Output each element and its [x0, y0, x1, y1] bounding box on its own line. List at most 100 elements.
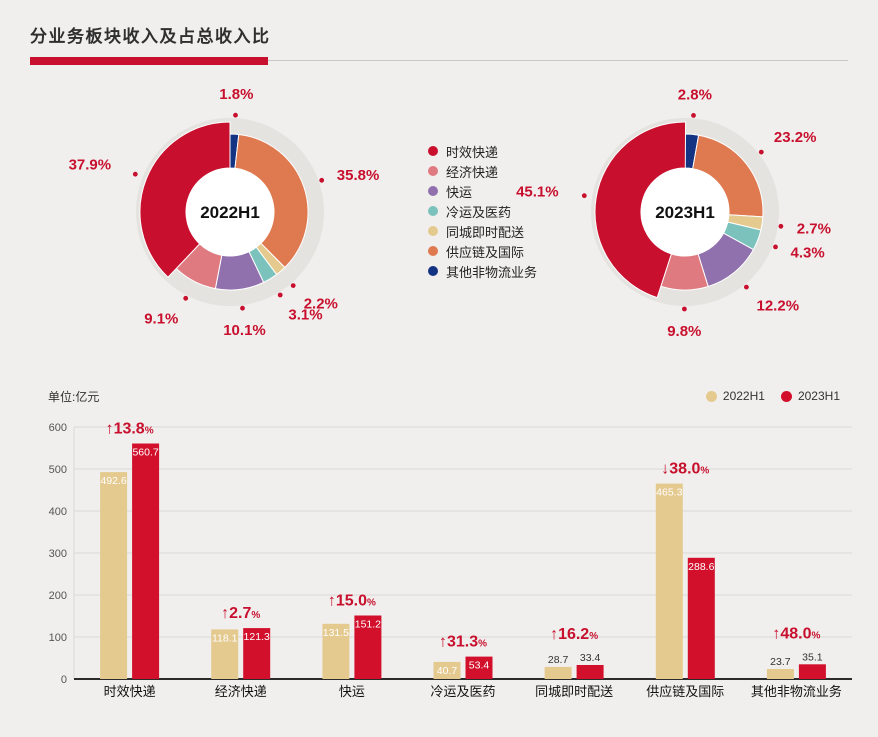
bar-value-label: 28.7	[548, 654, 569, 666]
bar-2023h1-cat-2	[354, 615, 382, 679]
category-label-5: 供应链及国际	[646, 684, 724, 699]
legend-item-0: 时效快递	[428, 141, 537, 161]
percent-label-dot	[778, 223, 784, 229]
legend-label: 其他非物流业务	[446, 264, 538, 280]
donut-percent-label: 9.1%	[144, 311, 178, 328]
growth-label-4: ↑16.2%	[550, 626, 598, 643]
legend-swatch	[428, 146, 438, 156]
growth-label-3: ↑31.3%	[439, 634, 487, 651]
donut-hole	[641, 168, 729, 256]
percent-label-dot	[319, 177, 325, 183]
bar-2023h1-cat-4	[576, 665, 604, 679]
bar-2023h1-cat-1	[243, 628, 271, 679]
category-label-1: 经济快递	[215, 684, 267, 699]
bar-value-label: 465.3	[656, 487, 682, 499]
bar-2022h1-cat-5	[655, 483, 683, 679]
donut-percent-label: 10.1%	[223, 322, 266, 339]
segment-legend: 时效快递 经济快递快运冷运及医药同城即时配送 供应链及国际 其他非物流业务	[428, 141, 537, 281]
legend-label: 时效快递	[446, 144, 499, 160]
page-header: 分业务板块收入及占总收入比	[0, 0, 878, 65]
bar-chart-legend: 2022H1 2023H1	[705, 389, 840, 403]
legend-label: 同城即时配送	[446, 224, 525, 240]
donut-percent-label: 37.9%	[69, 157, 112, 174]
bar-2022h1-cat-0	[100, 472, 128, 679]
bar-legend-swatch	[780, 390, 792, 402]
bar-legend-item-2022h1: 2022H1	[705, 389, 765, 403]
bar-value-label: 131.5	[323, 627, 349, 639]
category-label-0: 时效快递	[104, 684, 156, 699]
bar-value-label: 33.4	[580, 652, 601, 664]
bar-legend-label: 2023H1	[797, 389, 840, 403]
y-tick-label: 300	[49, 548, 67, 560]
bar-value-label: 53.4	[469, 660, 490, 672]
legend-swatch	[428, 226, 438, 236]
bar-2023h1-cat-0	[132, 443, 160, 679]
bar-2022h1-cat-4	[544, 666, 572, 679]
title-rule-line	[30, 60, 848, 61]
bar-legend-item-2023h1: 2023H1	[780, 389, 840, 403]
legend-label: 冷运及医药	[446, 204, 512, 220]
y-tick-label: 600	[49, 422, 67, 434]
bar-value-label: 23.7	[770, 656, 791, 668]
bar-value-label: 151.2	[355, 619, 381, 631]
bar-value-label: 560.7	[132, 447, 158, 459]
legend-label: 快运	[446, 184, 473, 200]
percent-label-dot	[132, 171, 138, 177]
legend-label: 供应链及国际	[446, 244, 525, 260]
donut-percent-label: 2.7%	[797, 221, 831, 238]
donut-charts-section: 2022H1 37.9% 9.1% 10.1% 3.1% 2.2% 35.8% 1.8% 时效…	[0, 65, 878, 383]
bar-value-label: 492.6	[100, 475, 126, 487]
bar-2022h1-cat-3	[433, 661, 461, 679]
legend-swatch	[428, 206, 438, 216]
bar-2023h1-cat-3	[465, 656, 493, 679]
donut-percent-label: 1.8%	[219, 86, 253, 103]
category-label-3: 冷运及医药	[430, 684, 495, 699]
category-label-2: 快运	[339, 684, 365, 699]
legend-swatch	[428, 166, 438, 176]
bar-2023h1-cat-6	[798, 664, 826, 679]
donut-percent-label: 23.2%	[774, 129, 817, 146]
donut-segment-5	[234, 133, 309, 269]
legend-item-3: 冷运及医药	[428, 201, 537, 221]
legend-swatch	[428, 186, 438, 196]
donut-chart-2023h1: 2023H1 45.1% 9.8% 12.2% 4.3% 2.7% 23.2% 2.8%	[516, 86, 831, 340]
bar-2022h1-cat-2	[322, 623, 350, 679]
legend-swatch	[428, 266, 438, 276]
donut-percent-label: 12.2%	[757, 298, 800, 315]
donut-percent-label: 45.1%	[516, 184, 559, 201]
grouped-bar-chart: 0 100 200 300 400 500 600 492.6 560.7 时效快递 ↑13.8% 1…	[49, 421, 852, 699]
donut-percent-label: 4.3%	[791, 245, 825, 262]
donut-percent-label: 35.8%	[337, 167, 380, 184]
legend-swatch	[428, 246, 438, 256]
unit-label: 单位:亿元	[48, 389, 100, 404]
bar-legend-label: 2022H1	[722, 389, 765, 403]
y-tick-label: 400	[49, 506, 67, 518]
title-accent-bar	[30, 57, 268, 65]
legend-item-1: 经济快递	[428, 161, 537, 181]
bar-2023h1-cat-5	[687, 557, 715, 679]
bar-value-label: 288.6	[688, 561, 714, 573]
percent-label-dot	[240, 305, 245, 311]
percent-label-dot	[290, 283, 296, 288]
bar-2022h1-cat-1	[211, 629, 239, 679]
bar-value-label: 35.1	[802, 651, 823, 663]
bar-chart-section: 单位:亿元 2022H1 2023H1 0 100 200 300 400 500 600 49…	[0, 387, 878, 709]
donut-chart-2022h1: 2022H1 37.9% 9.1% 10.1% 3.1%2.2% 35.8% 1.8%	[69, 86, 380, 339]
growth-label-2: ↑15.0%	[328, 593, 376, 610]
percent-label-dot	[773, 244, 778, 250]
donut-percent-label: 2.2%	[304, 296, 338, 313]
category-label-6: 其他非物流业务	[751, 684, 842, 699]
y-tick-label: 100	[49, 632, 67, 644]
percent-label-dot	[691, 113, 696, 118]
bar-chart-header: 单位:亿元 2022H1 2023H1	[0, 387, 878, 405]
growth-label-6: ↑48.0%	[772, 625, 820, 642]
bar-value-label: 40.7	[437, 665, 458, 677]
legend-item-4: 同城即时配送	[428, 221, 537, 241]
bar-2022h1-cat-6	[766, 669, 794, 679]
y-tick-label: 200	[49, 590, 67, 602]
percent-label-dot	[682, 306, 687, 312]
category-label-4: 同城即时配送	[535, 684, 613, 699]
donut-percent-label: 2.8%	[678, 86, 712, 103]
page-title: 分业务板块收入及占总收入比	[30, 27, 271, 46]
